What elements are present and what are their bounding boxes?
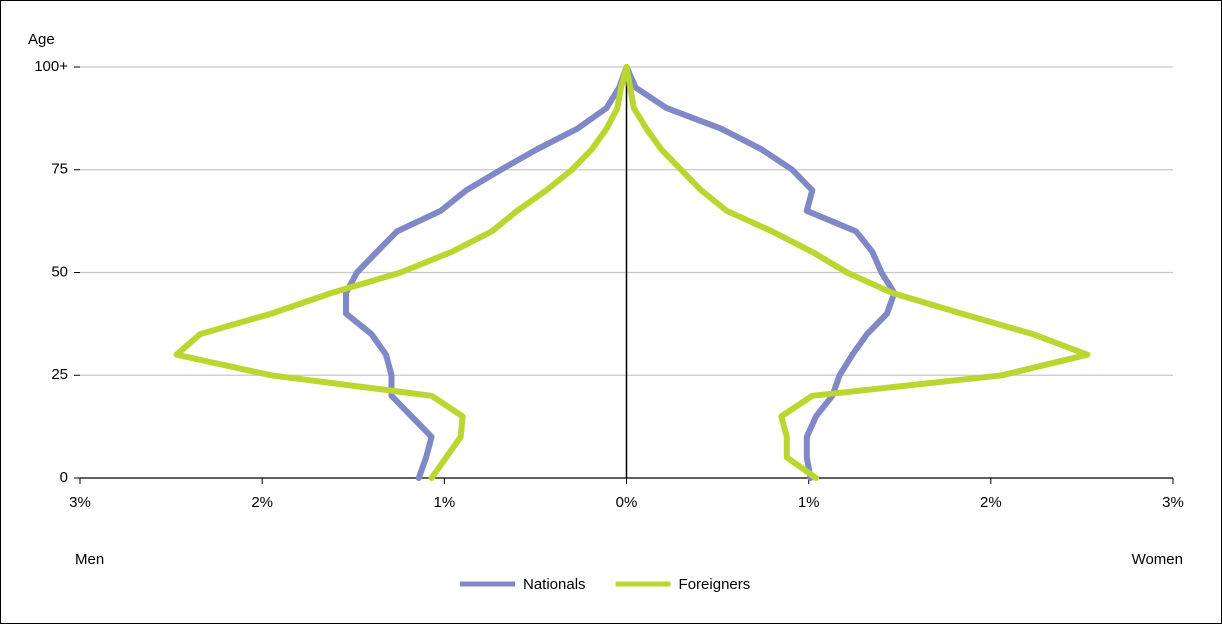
x-tick-label: 1% — [433, 494, 455, 511]
legend-label: Nationals — [523, 576, 586, 593]
x-tick-label: 1% — [798, 494, 820, 511]
y-axis-label: Age — [28, 31, 55, 48]
y-tick-label: 75 — [51, 161, 68, 178]
x-tick-label: 0% — [616, 494, 638, 511]
y-tick-label: 25 — [51, 366, 68, 383]
y-tick-label: 100+ — [34, 58, 68, 75]
y-tick-label: 50 — [51, 263, 68, 280]
series-line — [343, 64, 630, 481]
x-tick-label: 2% — [980, 494, 1002, 511]
x-tick-label: 3% — [69, 494, 91, 511]
y-tick-label: 0 — [60, 469, 68, 486]
women-label: Women — [1132, 551, 1183, 568]
series-line — [173, 64, 630, 481]
x-tick-label: 2% — [251, 494, 273, 511]
legend-label: Foreigners — [679, 576, 751, 593]
x-tick-label: 3% — [1162, 494, 1184, 511]
series-line — [623, 64, 898, 481]
men-label: Men — [75, 551, 104, 568]
series-line — [623, 64, 1091, 481]
